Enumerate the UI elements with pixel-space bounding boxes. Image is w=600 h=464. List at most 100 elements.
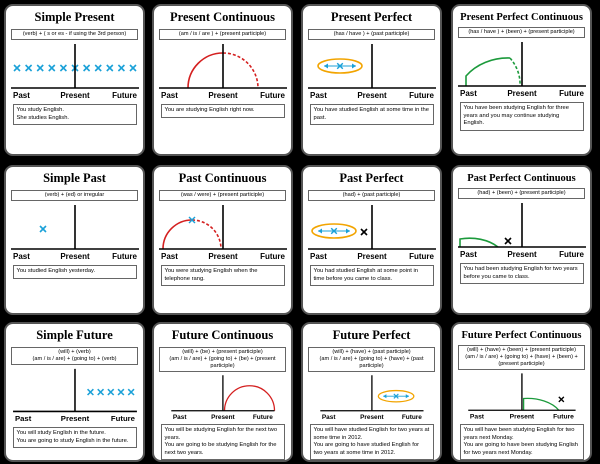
axis-label: Past	[310, 91, 327, 100]
time-arc	[162, 219, 193, 250]
formula-box: (will) + (verb) (am / is / are) + (going …	[11, 347, 138, 365]
example-box: You will have been studying English for …	[459, 424, 584, 460]
timeline: Past Present Future	[458, 42, 586, 98]
tense-card: Simple Past (verb) + (ed) or irregular Pas…	[4, 165, 145, 315]
formula-box: (has / have ) + (been) + (present partic…	[458, 27, 585, 38]
timeline: Past Present Future	[308, 44, 436, 100]
axis-label: Future	[112, 91, 137, 100]
formula-line: (has / have ) + (past participle)	[333, 31, 410, 37]
example-box: You were studying English when the telep…	[160, 265, 285, 286]
formula-box: (will) + (have) + (past participle) (am /…	[308, 347, 435, 372]
card-title: Past Perfect Continuous	[467, 173, 576, 184]
x-mark	[59, 64, 67, 72]
formula-line: (will) + (have) + (been) + (present part…	[467, 347, 576, 353]
x-mark	[48, 64, 56, 72]
example-line: You are going to have studied English fo…	[313, 442, 420, 456]
formula-line: (had) + (past participle)	[342, 192, 401, 198]
time-arc	[465, 57, 511, 86]
arrow-head	[318, 228, 350, 234]
axis-label: Future	[409, 91, 434, 100]
timeline: Past Present Future	[468, 373, 576, 421]
x-mark	[13, 64, 21, 72]
formula-line: (has / have ) + (been) + (present partic…	[468, 29, 575, 35]
axis-label: Present	[507, 250, 537, 259]
example-line: You had been studying English for two ye…	[463, 266, 578, 280]
example-line: You have been studying English for three…	[463, 105, 570, 126]
card-title: Simple Future	[36, 328, 113, 342]
axis-label: Past	[13, 252, 30, 261]
formula-box: (verb) + ( s or es - if using the 3rd pe…	[11, 29, 138, 40]
tense-card: Future Perfect (will) + (have) + (past pa…	[301, 322, 442, 462]
axis-label: Present	[208, 91, 238, 100]
card-title: Present Continuous	[170, 10, 275, 24]
time-point-ring	[317, 58, 363, 74]
formula-box: (had) + (been) + (present participle)	[458, 188, 585, 199]
axis-label: Past	[13, 91, 30, 100]
timeline: Past Present Future	[458, 203, 586, 259]
formula-line: (verb) + (ed) or irregular	[44, 192, 105, 198]
time-arc	[459, 237, 499, 248]
x-mark	[87, 388, 94, 396]
x-mark	[127, 388, 135, 396]
timeline: Past Present Future	[320, 375, 424, 421]
axis-label: Past	[173, 414, 187, 421]
axis-label: Present	[60, 252, 90, 261]
axis-label: Past	[460, 250, 477, 259]
example-line: You will have studied English for two ye…	[313, 427, 430, 441]
example-box: You will have studied English for two ye…	[309, 424, 434, 460]
time-arc	[522, 397, 560, 411]
axis-label: Future	[260, 91, 285, 100]
x-mark	[360, 228, 368, 236]
timeline: Past Present Future	[159, 44, 287, 100]
example-line: You will have been studying English for …	[463, 427, 575, 441]
card-title: Present Perfect	[330, 10, 413, 24]
x-mark	[106, 64, 114, 72]
example-line: You have studied English at some time in…	[313, 107, 429, 121]
formula-line: (will) + (verb)	[58, 349, 91, 355]
axis-label: Present	[60, 91, 90, 100]
card-title: Future Continuous	[171, 328, 274, 342]
example-box: You will study English in the future. You…	[12, 427, 137, 448]
formula-box: (has / have ) + (past participle)	[308, 29, 435, 40]
time-arc	[509, 57, 521, 87]
example-line: You are going to study English in the fu…	[16, 437, 129, 444]
axis-label: Present	[61, 414, 90, 423]
example-line: You study English.	[16, 107, 64, 113]
example-line: You studied English yesterday.	[16, 268, 96, 274]
x-mark	[117, 388, 125, 396]
axis-label: Past	[310, 252, 327, 261]
x-mark	[129, 64, 137, 72]
formula-line: (had) + (been) + (present participle)	[477, 190, 566, 196]
time-arc	[191, 219, 222, 250]
timeline: Past Present Future	[171, 375, 276, 421]
axis-label: Past	[460, 89, 477, 98]
axis-label: Future	[559, 89, 584, 98]
axis-label: Future	[559, 250, 584, 259]
formula-line: (am / is / are) + (going to) + (have) + …	[465, 354, 578, 367]
example-line: She studies English.	[16, 114, 70, 121]
timeline: Past Present Future	[13, 368, 137, 423]
axis-label: Past	[161, 91, 178, 100]
card-title: Simple Present	[34, 10, 115, 24]
timeline: Past Present Future	[308, 205, 436, 261]
axis-label: Present	[510, 414, 535, 421]
tense-card: Present Perfect (has / have ) + (past par…	[301, 4, 442, 156]
time-point-ring	[377, 389, 415, 403]
formula-line: (am / is / are ) + (present participle)	[178, 31, 267, 37]
time-arc	[187, 52, 224, 89]
tense-card: Present Perfect Continuous (has / have ) …	[451, 4, 592, 156]
formula-box: (am / is / are ) + (present participle)	[159, 29, 286, 40]
formula-line: (verb) + ( s or es - if using the 3rd pe…	[22, 31, 127, 37]
card-title: Past Continuous	[178, 171, 267, 185]
axis-label: Present	[357, 91, 387, 100]
x-mark	[558, 396, 565, 403]
example-box: You have studied English at some time in…	[309, 104, 434, 125]
time-point-ring	[311, 223, 357, 239]
x-mark	[25, 64, 33, 72]
axis-label: Present	[208, 252, 238, 261]
example-line: You are studying English right now.	[164, 107, 255, 113]
x-mark	[504, 237, 512, 245]
card-title: Past Perfect	[339, 171, 404, 185]
arrow-head	[324, 63, 356, 69]
